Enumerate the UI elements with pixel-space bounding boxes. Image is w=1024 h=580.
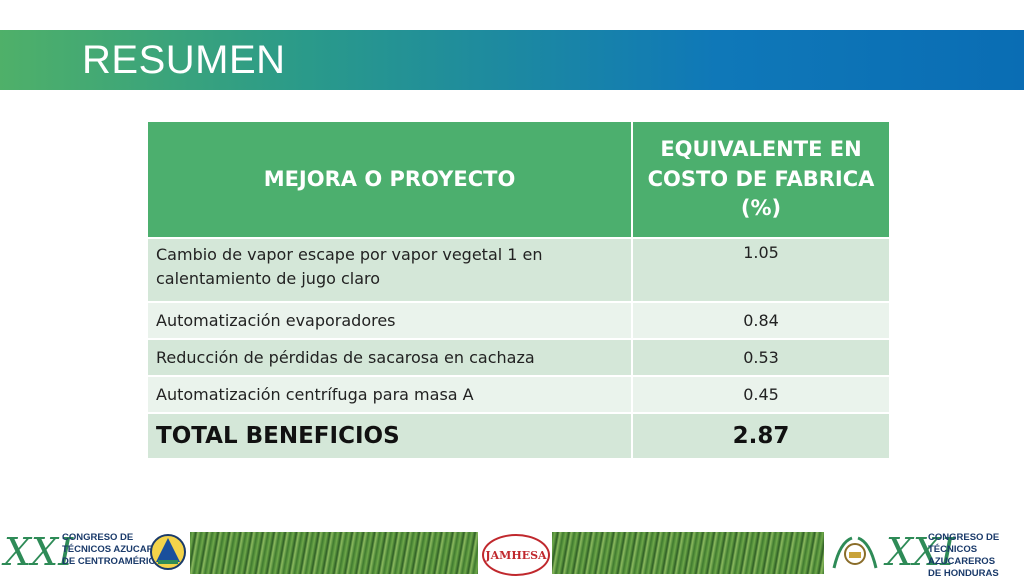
sugarcane-image-left [190,532,478,574]
congress-text-line: CONGRESO DE [62,532,134,543]
table-row: Automatización centrífuga para masa A 0.… [146,375,891,414]
project-cell: Cambio de vapor escape por vapor vegetal… [146,237,633,303]
table-row: Cambio de vapor escape por vapor vegetal… [146,237,891,303]
column-header-project: MEJORA O PROYECTO [146,120,633,239]
cost-cell: 0.84 [631,301,891,340]
congress-text-line: CONGRESO DE [928,532,1000,543]
congress-numeral-left: XXI [4,530,74,574]
congress-text-line: DE HONDURAS [928,567,999,579]
congress-text-line: DE CENTROAMÉRICA [62,555,163,567]
total-row: TOTAL BENEFICIOS 2.87 [146,412,891,460]
cost-cell: 0.45 [631,375,891,414]
cost-cell: 1.05 [631,237,891,303]
project-cell: Reducción de pérdidas de sacarosa en cac… [146,338,633,377]
congress-numeral-right: XXI [886,530,956,574]
congress-text-line: TÉCNICOS AZUCAREROS [928,543,996,567]
total-value: 2.87 [631,412,891,460]
cost-cell: 0.53 [631,338,891,377]
jamhesa-logo: JAMHESA [482,534,550,576]
congress-text-right: CONGRESO DE TÉCNICOS AZUCAREROS DE HONDU… [928,532,1024,580]
table-header-row: MEJORA O PROYECTO EQUIVALENTE EN COSTO D… [146,120,891,239]
congress-text-line: TÉCNICOS AZUCAREROS [62,543,181,555]
sugarcane-image-right [552,532,824,574]
slide-title: RESUMEN [82,38,286,82]
summary-table: MEJORA O PROYECTO EQUIVALENTE EN COSTO D… [146,120,891,460]
footer-banner: XXI CONGRESO DE TÉCNICOS AZUCAREROS DE C… [0,528,1024,579]
honduras-seal-icon [832,536,878,569]
table-row: Reducción de pérdidas de sacarosa en cac… [146,338,891,377]
total-label: TOTAL BENEFICIOS [146,412,633,460]
project-cell: Automatización centrífuga para masa A [146,375,633,414]
column-header-cost: EQUIVALENTE EN COSTO DE FABRICA (%) [631,120,891,239]
atacac-badge-icon [150,534,186,570]
title-band: RESUMEN [0,30,1024,90]
congress-text-left: CONGRESO DE TÉCNICOS AZUCAREROS DE CENTR… [62,532,180,568]
project-cell: Automatización evaporadores [146,301,633,340]
table-row: Automatización evaporadores 0.84 [146,301,891,340]
